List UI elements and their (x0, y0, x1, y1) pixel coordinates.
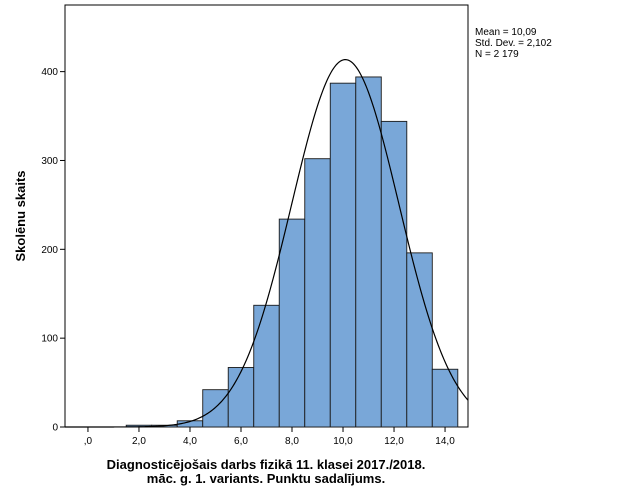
histogram-bar (431, 368, 459, 428)
x-tick-label: 12,0 (384, 436, 404, 447)
stats-mean: Mean = 10,09 (475, 27, 537, 38)
x-tick-label: 6,0 (234, 436, 248, 447)
y-tick-label: 100 (41, 334, 58, 345)
histogram-bar (278, 218, 306, 428)
y-tick-label: 200 (41, 245, 58, 256)
stats-n: N = 2 179 (475, 49, 519, 60)
x-axis: ,0 2,0 4,0 6,0 8,0 10,0 12,0 14,0 (84, 427, 455, 447)
histogram-bar (355, 76, 382, 428)
y-axis-title: Skolēnu skaits (13, 170, 28, 261)
bars-group (125, 76, 459, 428)
histogram-bar (329, 82, 357, 428)
x-axis-title-line-2: māc. g. 1. variants. Punktu sadalījums. (147, 471, 385, 486)
y-tick-label: 400 (41, 67, 58, 78)
y-tick-label: 0 (52, 423, 58, 434)
histogram-bar (202, 389, 229, 428)
histogram-bar (304, 158, 331, 428)
normal-curve (65, 58, 469, 428)
histogram-bar (253, 304, 280, 428)
x-tick-label: 14,0 (435, 436, 455, 447)
histogram-bar (227, 367, 255, 428)
histogram-bar (380, 120, 408, 428)
stats-legend: Mean = 10,09 Std. Dev. = 2,102 N = 2 179 (475, 27, 552, 60)
y-tick-label: 300 (41, 156, 58, 167)
x-tick-label: 2,0 (132, 436, 146, 447)
x-tick-label: 10,0 (333, 436, 353, 447)
x-tick-label: 8,0 (285, 436, 299, 447)
x-tick-label: 4,0 (183, 436, 197, 447)
x-tick-label: ,0 (84, 436, 93, 447)
stats-std-dev: Std. Dev. = 2,102 (475, 38, 552, 49)
x-axis-title-line-1: Diagnosticējošais darbs fizikā 11. klase… (107, 457, 426, 472)
y-axis: 0 100 200 300 400 (41, 67, 65, 434)
histogram-bar (406, 252, 433, 428)
